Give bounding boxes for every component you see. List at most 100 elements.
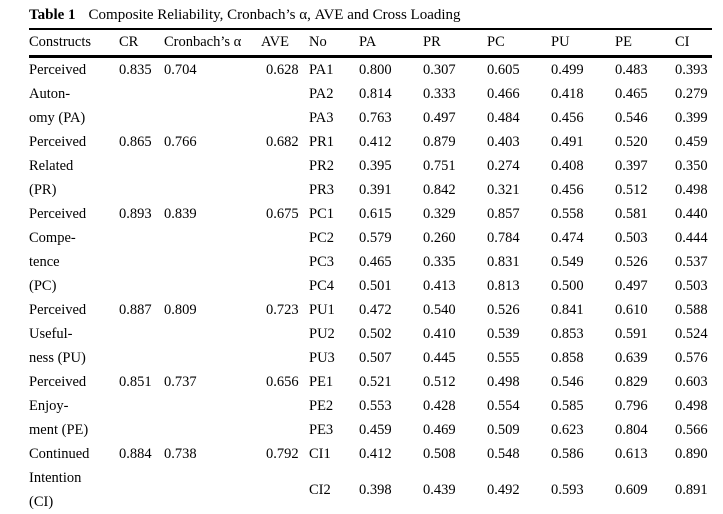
table-row: PU3 0.507 0.445 0.555 0.858 0.639 0.576 [29, 346, 712, 370]
column-header-pr: PR [423, 29, 487, 58]
column-header-constructs: Constructs [29, 29, 119, 58]
cronbach-cell: 0.737 [164, 374, 197, 390]
ave-cell: 0.792 [266, 446, 299, 462]
column-header-pa: PA [359, 29, 423, 58]
item-no-cell: PA1 [309, 62, 334, 78]
column-header-cr: CR [119, 29, 164, 58]
loading-cell: 0.613 [615, 446, 648, 462]
loading-cell: 0.512 [615, 182, 648, 198]
loading-cell: 0.335 [423, 254, 456, 270]
loading-cell: 0.391 [359, 182, 392, 198]
reliability-cross-loading-table: Constructs CR Cronbach’s α AVE No PA PR … [29, 28, 712, 514]
table-row: PE3 0.459 0.469 0.509 0.623 0.804 0.566 [29, 418, 712, 442]
item-no-cell: CI1 [309, 446, 331, 462]
cr-cell: 0.851 [119, 374, 152, 390]
loading-cell: 0.507 [359, 350, 392, 366]
loading-cell: 0.459 [675, 134, 708, 150]
loading-cell: 0.410 [423, 326, 456, 342]
loading-cell: 0.813 [487, 278, 520, 294]
loading-cell: 0.890 [675, 446, 708, 462]
loading-cell: 0.603 [675, 374, 708, 390]
loading-cell: 0.397 [615, 158, 648, 174]
construct-cell: Perceived Auton- omy (PA) [29, 62, 87, 126]
ave-cell: 0.675 [266, 206, 299, 222]
table-row: PE2 0.553 0.428 0.554 0.585 0.796 0.498 [29, 394, 712, 418]
loading-cell: 0.418 [551, 86, 584, 102]
cronbach-cell: 0.704 [164, 62, 197, 78]
column-header-pe: PE [615, 29, 675, 58]
item-no-cell: PU2 [309, 326, 335, 342]
item-no-cell: PA2 [309, 86, 334, 102]
loading-cell: 0.492 [487, 481, 520, 498]
loading-cell: 0.412 [359, 134, 392, 150]
loading-cell: 0.499 [551, 62, 584, 78]
loading-cell: 0.526 [615, 254, 648, 270]
table-row: PR3 0.391 0.842 0.321 0.456 0.512 0.498 [29, 178, 712, 202]
item-no-cell: PC3 [309, 254, 334, 270]
ave-cell: 0.628 [266, 62, 299, 78]
table-row: PC2 0.579 0.260 0.784 0.474 0.503 0.444 [29, 226, 712, 250]
loading-cell: 0.412 [359, 446, 392, 462]
construct-cell: Perceived Enjoy- ment (PE) [29, 374, 89, 438]
table-row: Continued Intention (CI) 0.884 0.738 0.792 C… [29, 442, 712, 510]
loading-cell: 0.498 [675, 398, 708, 414]
cronbach-cell: 0.766 [164, 134, 197, 150]
loading-cell: 0.403 [487, 134, 520, 150]
loading-cell: 0.800 [359, 62, 392, 78]
cr-cell: 0.887 [119, 302, 152, 318]
loading-cell: 0.751 [423, 158, 456, 174]
loading-cell: 0.553 [359, 398, 392, 414]
loading-cell: 0.413 [423, 278, 456, 294]
table-row: Perceived Auton- omy (PA) 0.835 0.704 0.628… [29, 57, 712, 126]
loading-cell: 0.484 [487, 110, 520, 126]
construct-cell: Perceived Compe- tence (PC) [29, 206, 87, 294]
item-no-cell: PE3 [309, 422, 334, 438]
loading-cell: 0.639 [615, 350, 648, 366]
table-body: Perceived Auton- omy (PA) 0.835 0.704 0.628… [29, 57, 712, 514]
loading-cell: 0.549 [551, 254, 584, 270]
item-no-cell: PR3 [309, 182, 334, 198]
loading-cell: 0.540 [423, 302, 456, 318]
table-row: PC4 0.501 0.413 0.813 0.500 0.497 0.503 [29, 274, 712, 298]
loading-cell: 0.509 [487, 422, 520, 438]
item-no-cell: PC1 [309, 206, 334, 222]
loading-cell: 0.555 [487, 350, 520, 366]
loading-cell: 0.497 [615, 278, 648, 294]
loading-cell: 0.579 [359, 230, 392, 246]
loading-cell: 0.814 [359, 86, 392, 102]
loading-cell: 0.605 [487, 62, 520, 78]
table-row: Perceived Useful- ness (PU) 0.887 0.809 0.7… [29, 298, 712, 366]
loading-cell: 0.586 [551, 446, 584, 462]
column-header-cronbach-alpha: Cronbach’s α [164, 29, 261, 58]
loading-cell: 0.333 [423, 86, 456, 102]
loading-cell: 0.853 [551, 326, 584, 342]
loading-cell: 0.393 [675, 62, 708, 78]
loading-cell: 0.439 [423, 481, 456, 498]
loading-cell: 0.329 [423, 206, 456, 222]
table-row: PU2 0.502 0.410 0.539 0.853 0.591 0.524 [29, 322, 712, 346]
loading-cell: 0.554 [487, 398, 520, 414]
loading-cell: 0.539 [487, 326, 520, 342]
loading-cell: 0.399 [675, 110, 708, 126]
item-no-cell: PU3 [309, 350, 335, 366]
loading-cell: 0.521 [359, 374, 392, 390]
loading-cell: 0.831 [487, 254, 520, 270]
loading-cell: 0.546 [615, 110, 648, 126]
loading-cell: 0.548 [487, 446, 520, 462]
table-row: CI2 0.398 0.439 0.492 0.593 0.609 0.891 [29, 478, 712, 514]
table-row: PA2 0.814 0.333 0.466 0.418 0.465 0.279 [29, 82, 712, 106]
ave-cell: 0.682 [266, 134, 299, 150]
loading-cell: 0.609 [615, 481, 648, 498]
loading-cell: 0.395 [359, 158, 392, 174]
item-no-cell: CI2 [309, 481, 331, 498]
table-row: Perceived Enjoy- ment (PE) 0.851 0.737 0.65… [29, 370, 712, 438]
loading-cell: 0.593 [551, 481, 584, 498]
construct-cell: Continued Intention (CI) [29, 446, 90, 510]
loading-cell: 0.503 [615, 230, 648, 246]
column-header-pc: PC [487, 29, 551, 58]
loading-cell: 0.558 [551, 206, 584, 222]
loading-cell: 0.498 [675, 182, 708, 198]
item-no-cell: PC4 [309, 278, 334, 294]
loading-cell: 0.469 [423, 422, 456, 438]
loading-cell: 0.472 [359, 302, 392, 318]
